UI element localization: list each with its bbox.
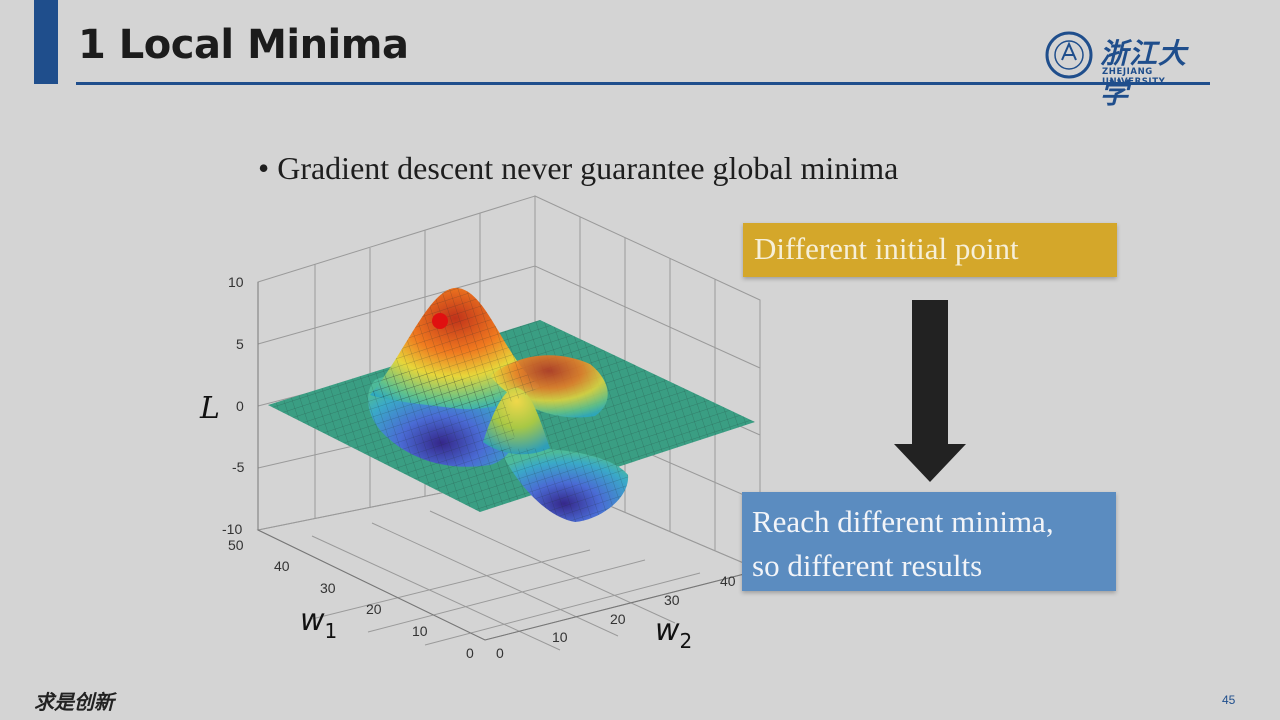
w2-tick-label: 40 (720, 573, 736, 589)
title-accent-bar (34, 0, 58, 84)
w1-axis-label: w1 (300, 603, 337, 643)
z-tick-label: -10 (222, 521, 242, 537)
result-callout-line1: Reach different minima, (752, 504, 1054, 539)
w2-tick-label: 20 (610, 611, 626, 627)
w2-tick-label: 30 (664, 592, 680, 608)
university-name-en: ZHEJIANG UNIVERSITY (1102, 67, 1166, 87)
w1-tick-label: 40 (274, 558, 290, 574)
start-point-marker (432, 313, 448, 329)
w1-tick-label: 0 (466, 645, 474, 661)
title-underline (76, 82, 1210, 85)
footer-motto: 求是创新 (34, 690, 114, 714)
loss-surface-plot: 10 5 0 -5 -10 50 40 30 20 10 0 0 10 20 3… (199, 195, 762, 661)
university-seal-icon (1045, 31, 1093, 79)
page-number: 45 (1222, 693, 1236, 707)
result-callout-line2: so different results (752, 548, 983, 583)
w2-axis-label: w2 (655, 613, 692, 653)
initial-point-callout: Different initial point (743, 223, 1117, 277)
bullet-text: • Gradient descent never guarantee globa… (258, 150, 899, 186)
w1-tick-label: 50 (228, 537, 244, 553)
plot-tick-labels: 10 5 0 -5 -10 50 40 30 20 10 0 0 10 20 3… (222, 274, 736, 661)
z-tick-label: 5 (236, 336, 244, 352)
result-callout: Reach different minima, so different res… (742, 492, 1116, 591)
down-arrow-icon (894, 300, 966, 482)
w1-tick-label: 30 (320, 580, 336, 596)
university-logo: 浙江大学 ZHEJIANG UNIVERSITY (1044, 30, 1214, 110)
loss-surface (268, 287, 755, 522)
slide-title: 1 Local Minima (78, 22, 409, 68)
plot-axis-labels: L w1 w2 (199, 391, 692, 653)
z-tick-label: -5 (232, 459, 245, 475)
university-name-cn: 浙江大学 (1100, 37, 1188, 110)
z-axis-label: L (199, 391, 220, 426)
z-tick-label: 10 (228, 274, 244, 290)
w1-tick-label: 10 (412, 623, 428, 639)
w1-tick-label: 20 (366, 601, 382, 617)
w2-tick-label: 0 (496, 645, 504, 661)
z-tick-label: 0 (236, 398, 244, 414)
w2-tick-label: 10 (552, 629, 568, 645)
